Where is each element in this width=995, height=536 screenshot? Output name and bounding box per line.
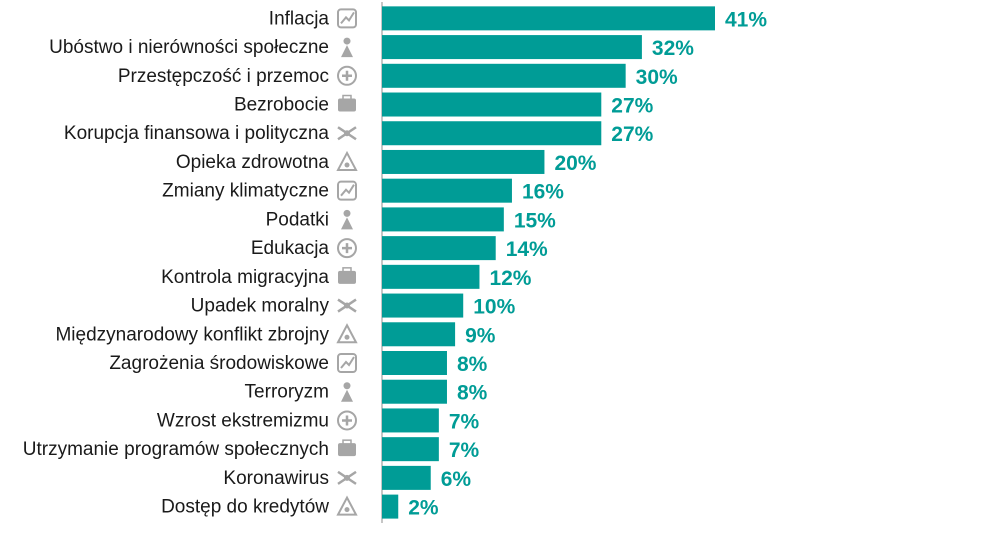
bar (382, 92, 602, 117)
unemployed-person-icon (338, 94, 356, 112)
bar (382, 35, 642, 60)
category-label: Dostęp do kredytów (161, 497, 329, 518)
value-label: 41% (725, 8, 767, 31)
value-label: 9% (465, 324, 496, 347)
tax-money-icon (341, 209, 353, 230)
bar (382, 6, 715, 31)
gun-hand-icon (337, 65, 357, 86)
category-label: Korupcja finansowa i polityczna (64, 123, 330, 144)
bar (382, 293, 464, 318)
category-label: Zagrożenia środowiskowe (109, 353, 329, 374)
value-label: 7% (449, 439, 480, 462)
value-label: 16% (522, 181, 564, 204)
value-label: 6% (441, 468, 472, 491)
category-label: Ubóstwo i nierówności społeczne (49, 37, 329, 58)
bar (382, 207, 504, 232)
category-label: Koronawirus (223, 468, 329, 489)
category-label: Upadek moralny (191, 296, 330, 317)
bar (382, 322, 456, 347)
bar (382, 379, 447, 404)
value-label: 8% (457, 353, 488, 376)
icons-group (336, 8, 358, 516)
value-label: 7% (449, 410, 480, 433)
graduation-cap-icon (337, 238, 357, 259)
category-label: Edukacja (251, 238, 330, 259)
category-label: Inflacja (269, 8, 330, 29)
burning-globe-icon (337, 180, 357, 201)
category-label: Przestępczość i przemoc (118, 66, 329, 87)
money-bag-hand-icon (337, 126, 357, 141)
value-label: 15% (514, 209, 556, 232)
crossed-weapons-icon (341, 382, 353, 402)
value-labels-group: 41% 32% 30% 27% 27% 20% 16% 15% 14% 12% 10% 9% 8% 8% 7… (408, 8, 767, 519)
bar (382, 408, 439, 433)
suitcase-icon (338, 267, 356, 284)
bar (382, 465, 431, 490)
fallen-figures-icon (337, 298, 357, 313)
category-label: Terroryzm (245, 382, 329, 403)
category-label: Podatki (266, 209, 329, 230)
category-labels-group: Inflacja Ubóstwo i nierówności społeczne P… (23, 8, 330, 517)
bar (382, 63, 626, 88)
rising-chart-icon (337, 8, 357, 29)
category-label: Bezrobocie (234, 95, 329, 116)
bar (382, 236, 496, 261)
value-label: 32% (652, 37, 694, 60)
balaclava-mask-icon (337, 410, 357, 431)
value-label: 10% (473, 296, 515, 319)
value-label: 30% (636, 66, 678, 89)
bar (382, 264, 480, 289)
person-pedestal-icon (338, 439, 356, 457)
globe-target-icon (336, 323, 358, 344)
poor-person-icon (341, 37, 353, 58)
category-label: Wzrost ekstremizmu (157, 410, 329, 431)
value-label: 27% (611, 95, 653, 118)
bar (382, 494, 399, 519)
value-label: 12% (489, 267, 531, 290)
value-label: 14% (506, 238, 548, 261)
category-label: Kontrola migracyjna (161, 267, 329, 288)
bar (382, 121, 602, 146)
bar (382, 437, 439, 462)
bar (382, 178, 512, 203)
value-label: 2% (408, 497, 439, 520)
category-label: Utrzymanie programów społecznych (23, 439, 329, 460)
credit-card-hand-icon (336, 495, 358, 516)
category-label: Opieka zdrowotna (176, 152, 330, 173)
category-label: Zmiany klimatyczne (162, 181, 329, 202)
bars-group (382, 6, 715, 519)
bar (382, 149, 545, 174)
ambulance-cross-icon (336, 150, 358, 171)
value-label: 20% (554, 152, 596, 175)
value-label: 8% (457, 382, 488, 405)
value-label: 27% (611, 123, 653, 146)
biohazard-warning-icon (337, 470, 357, 485)
bar (382, 351, 447, 375)
swan-pollution-icon (337, 353, 357, 373)
category-label: Międzynarodowy konflikt zbrojny (55, 324, 329, 345)
